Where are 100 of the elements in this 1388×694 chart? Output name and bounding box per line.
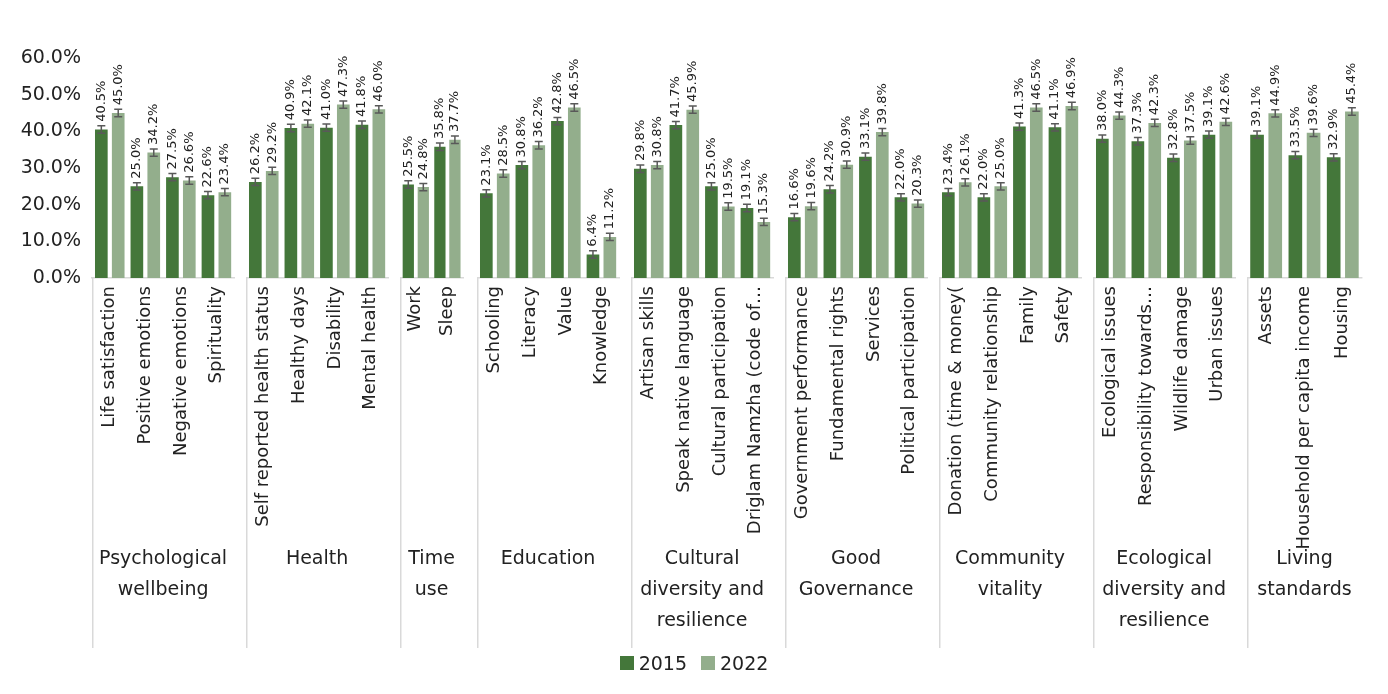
data-label: 41.8% bbox=[353, 75, 369, 118]
x-tick-label: Wildlife damage bbox=[1169, 286, 1191, 432]
data-label: 28.5% bbox=[494, 124, 510, 166]
data-label: 25.0% bbox=[128, 137, 144, 179]
data-label: 33.1% bbox=[856, 107, 872, 149]
data-label: 19.6% bbox=[802, 157, 818, 199]
data-label: 33.5% bbox=[1286, 106, 1302, 148]
y-tick-label: 30.0% bbox=[20, 154, 81, 177]
data-label: 35.8% bbox=[431, 97, 447, 140]
data-label: 29.2% bbox=[263, 121, 279, 164]
x-tick-label: Housing bbox=[1330, 286, 1352, 360]
data-label: 45.4% bbox=[1343, 62, 1359, 104]
x-tick-label: Knowledge bbox=[589, 286, 611, 385]
x-tick-label: Disability bbox=[322, 285, 344, 370]
x-axis-title: Community vitality bbox=[955, 546, 1066, 600]
legend-label: 2015 bbox=[638, 652, 687, 674]
x-tick-label: Responsibility towards… bbox=[1133, 286, 1155, 506]
x-tick-label: Family bbox=[1015, 285, 1037, 344]
x-axis-title: Health bbox=[285, 546, 349, 569]
x-tick-label: Positive emotions bbox=[132, 286, 154, 445]
data-label: 25.5% bbox=[399, 135, 415, 177]
data-label: 26.2% bbox=[246, 132, 262, 175]
data-label: 23.4% bbox=[216, 143, 232, 185]
data-label: 46.9% bbox=[1063, 57, 1079, 99]
x-tick-label: Donation (time & money( bbox=[944, 286, 966, 516]
data-label: 30.9% bbox=[838, 115, 854, 158]
data-label: 44.3% bbox=[1110, 66, 1126, 108]
x-tick-label: Healthy days bbox=[286, 286, 308, 404]
data-label: 46.5% bbox=[1027, 58, 1043, 100]
data-label: 20.3% bbox=[909, 154, 925, 196]
y-tick-label: 0.0% bbox=[32, 264, 81, 287]
data-label: 44.9% bbox=[1266, 64, 1282, 106]
x-tick-label: Sleep bbox=[435, 286, 457, 337]
data-label: 40.9% bbox=[282, 79, 298, 121]
x-tick-label: Household per capita income bbox=[1292, 286, 1314, 550]
x-tick-label: Driglam Namzha (code of… bbox=[743, 286, 765, 535]
x-tick-label: Mental health bbox=[358, 286, 380, 410]
data-label: 26.6% bbox=[180, 131, 196, 173]
x-tick-label: Self reported health status bbox=[251, 286, 273, 527]
data-label: 23.4% bbox=[939, 143, 955, 185]
x-tick-label: Fundamental rights bbox=[825, 286, 847, 462]
y-tick-label: 20.0% bbox=[20, 191, 81, 214]
data-label: 26.1% bbox=[956, 133, 972, 175]
data-label: 25.0% bbox=[702, 137, 718, 179]
x-tick-label: Schooling bbox=[482, 286, 504, 374]
data-label: 42.8% bbox=[548, 72, 564, 114]
data-label: 11.2% bbox=[601, 187, 617, 230]
data-label: 46.0% bbox=[370, 60, 386, 102]
data-label: 47.3% bbox=[334, 55, 350, 97]
data-label: 40.5% bbox=[92, 80, 108, 122]
data-label: 41.1% bbox=[1046, 78, 1062, 120]
data-label: 16.6% bbox=[785, 168, 801, 210]
data-label: 42.6% bbox=[1217, 72, 1233, 115]
data-label: 19.1% bbox=[738, 158, 754, 201]
data-label: 29.8% bbox=[631, 119, 647, 162]
x-axis-title: Good Governance bbox=[798, 546, 914, 600]
data-label: 41.0% bbox=[317, 78, 333, 120]
data-label: 46.5% bbox=[565, 58, 581, 100]
y-tick-label: 40.0% bbox=[20, 118, 81, 141]
data-label: 42.3% bbox=[1146, 73, 1162, 116]
x-tick-label: Urban issues bbox=[1205, 286, 1227, 402]
x-tick-label: Value bbox=[553, 286, 575, 336]
data-label: 41.7% bbox=[667, 76, 683, 118]
data-label: 32.8% bbox=[1164, 108, 1180, 151]
x-tick-label: Safety bbox=[1051, 285, 1073, 344]
x-tick-label: Community relationship bbox=[979, 286, 1001, 502]
data-label: 37.7% bbox=[446, 90, 462, 133]
data-label: 22.0% bbox=[975, 148, 991, 190]
data-label: 22.0% bbox=[892, 148, 908, 190]
data-label: 39.8% bbox=[873, 83, 889, 125]
data-label: 30.8% bbox=[648, 116, 664, 158]
data-label: 41.3% bbox=[1010, 77, 1026, 119]
x-tick-label: Ecological issues bbox=[1098, 286, 1120, 438]
y-tick-label: 10.0% bbox=[20, 228, 81, 251]
x-axis-title: Cultural diversity and resilience bbox=[640, 546, 764, 631]
data-label: 19.5% bbox=[719, 157, 735, 199]
data-label: 45.0% bbox=[109, 64, 125, 106]
x-axis-title: Time use bbox=[407, 546, 455, 600]
data-label: 39.1% bbox=[1200, 85, 1216, 127]
x-tick-label: Services bbox=[861, 286, 883, 362]
data-label: 27.5% bbox=[163, 128, 179, 170]
data-label: 25.0% bbox=[992, 137, 1008, 179]
x-tick-label: Cultural participation bbox=[707, 286, 729, 477]
y-tick-label: 60.0% bbox=[20, 44, 81, 67]
data-label: 6.4% bbox=[584, 213, 600, 247]
data-label: 37.5% bbox=[1181, 91, 1197, 133]
x-tick-label: Artisan skills bbox=[636, 286, 658, 400]
x-tick-label: Life satisfaction bbox=[97, 286, 119, 428]
data-label: 42.1% bbox=[299, 74, 315, 116]
data-label: 36.2% bbox=[530, 96, 546, 138]
data-label: 24.8% bbox=[414, 138, 430, 180]
data-label: 24.2% bbox=[821, 140, 837, 182]
x-tick-label: Political participation bbox=[897, 286, 919, 475]
data-label: 39.1% bbox=[1248, 85, 1264, 127]
data-label: 15.3% bbox=[755, 172, 771, 215]
x-axis-title: Education bbox=[500, 546, 596, 569]
data-label: 34.2% bbox=[145, 103, 161, 145]
data-label: 38.0% bbox=[1093, 89, 1109, 131]
x-tick-label: Literacy bbox=[517, 285, 539, 359]
x-axis-title: Ecological diversity and resilience bbox=[1102, 546, 1226, 631]
